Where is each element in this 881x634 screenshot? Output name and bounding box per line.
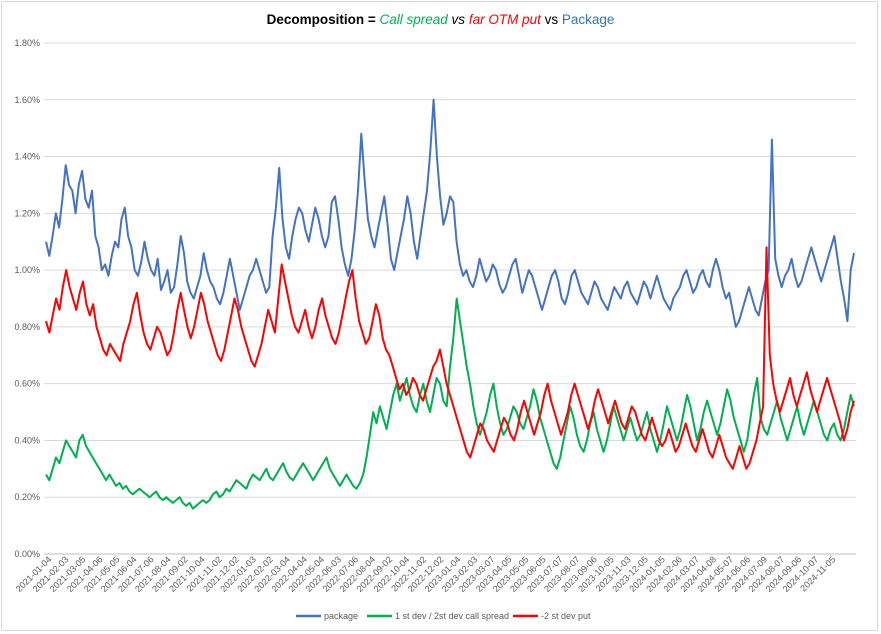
title-part-decomposition: Decomposition = [266,12,380,27]
y-tick-label: 0.80% [14,322,40,332]
title-part-far-otm-put: far OTM put [468,12,541,27]
y-tick-label: 1.40% [14,152,40,162]
y-tick-label: 1.00% [14,265,40,275]
title-part-package: Package [561,12,615,27]
title-part-vs-1: vs [447,12,469,27]
y-tick-label: 0.40% [14,435,40,445]
legend-label: 1 st dev / 2st dev call spread [395,611,509,621]
legend: package 1 st dev / 2st dev call spread -2 … [296,611,591,621]
legend-label: -2 st dev put [541,611,591,621]
y-tick-label: 0.60% [14,379,40,389]
y-tick-label: 0.00% [14,549,40,559]
series-line--2-st-dev-put [45,246,855,470]
legend-label: package [324,611,358,621]
gridlines [44,42,856,498]
chart-title: Decomposition = Call spread vs far OTM p… [0,12,881,27]
y-tick-label: 0.20% [14,492,40,502]
series-line-package [45,98,855,328]
y-tick-label: 1.80% [14,38,40,48]
y-axis-ticks: 0.00% 0.20% 0.40% 0.60% 0.80% 1.00% 1.20% 1.40%… [14,38,40,559]
series-line-1-st-dev-2st-dev-call-spread [45,297,855,510]
x-axis-ticks: 2021-01-042021-02-032021-03-052021-04-06… [14,554,838,594]
title-part-vs-2: vs [540,12,562,27]
title-part-call-spread: Call spread [379,12,448,27]
series-lines [45,98,855,510]
y-tick-label: 1.60% [14,95,40,105]
y-tick-label: 1.20% [14,208,40,218]
